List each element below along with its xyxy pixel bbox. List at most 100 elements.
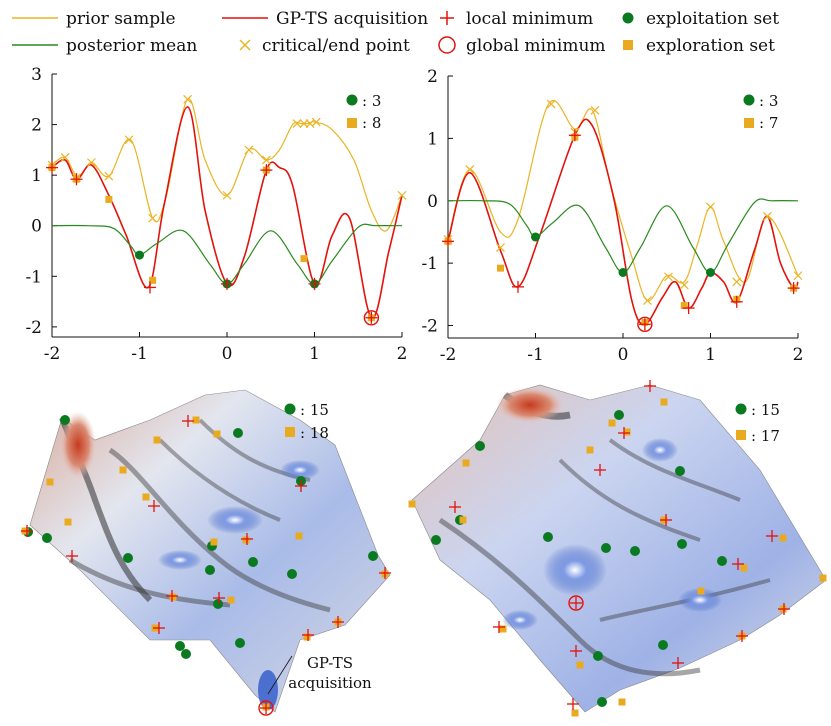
surface-exploration-point — [586, 446, 594, 454]
exploration-count-marker — [285, 427, 295, 437]
surface-exploitation-point — [475, 441, 485, 451]
surface-global-minimum-marker — [568, 595, 584, 611]
local-minimum-marker — [568, 129, 581, 142]
surface-exploration-point — [618, 698, 626, 706]
critical-point-marker — [86, 158, 96, 167]
surface-exploration-point — [242, 536, 250, 544]
surface-local-minimum-marker — [732, 558, 744, 570]
exploration-point — [680, 302, 688, 310]
surface-exploitation-point — [677, 539, 687, 549]
surface-local-minimum-marker — [778, 603, 790, 615]
global-minimum-marker — [363, 310, 380, 326]
circle-marker-icon — [438, 36, 456, 54]
surface-exploration-point — [779, 534, 787, 542]
surface-left-exploration-count: : 18 — [300, 424, 329, 442]
legend: prior sample posterior mean GP-TS acquis… — [12, 9, 779, 56]
posterior-mean-line — [51, 223, 403, 285]
surface-exploitation-point — [675, 466, 685, 476]
surface-exploitation-point — [248, 557, 258, 567]
surface-local-minimum-marker — [295, 480, 307, 492]
surface-exploitation-point — [717, 556, 727, 566]
critical-point-marker — [664, 272, 673, 282]
surface-exploitation-point — [60, 415, 70, 425]
surface-exploration-point — [740, 564, 748, 572]
chart-right-count-legend: : 3 : 7 — [743, 92, 778, 132]
surface-local-minimum-marker — [148, 500, 160, 512]
legend-exploitation-set-label: exploitation set — [646, 9, 779, 29]
surface-exploration-point — [571, 709, 579, 717]
exploitation-count-marker — [743, 94, 755, 106]
surface-exploitation-point — [601, 543, 611, 553]
critical-point-marker — [546, 99, 556, 109]
x-tick-label: -1 — [131, 344, 148, 364]
exploitation-count-marker — [284, 403, 296, 415]
surface-local-minimum-marker — [379, 567, 391, 579]
local-minimum-marker — [260, 164, 273, 177]
surface-exploration-point — [64, 518, 72, 526]
legend-global-minimum: global minimum — [438, 36, 606, 56]
surface-exploration-point — [623, 428, 631, 436]
surface-right-markers — [408, 380, 827, 717]
surface-exploitation-point — [213, 599, 223, 609]
y-tick-label: -2 — [25, 318, 42, 338]
annotation-line1: GP-TS — [307, 654, 353, 672]
surface-exploration-point — [819, 574, 827, 582]
surface-exploration-point — [303, 633, 311, 641]
y-tick-label: 1 — [31, 166, 42, 186]
legend-critical-end-point-label: critical/end point — [262, 36, 410, 56]
exploitation-point — [706, 268, 715, 277]
exploration-point — [497, 264, 504, 272]
exploitation-count-marker — [346, 94, 358, 106]
surface-exploitation-point — [658, 640, 668, 650]
surface-local-minimum-marker — [21, 525, 33, 537]
surface-exploration-point — [46, 478, 54, 486]
surface-local-minimum-marker — [66, 550, 78, 562]
surface-exploitation-point — [181, 649, 191, 659]
surface-plot-right: : 15 : 17 — [408, 380, 827, 717]
surface-local-minimum-marker — [449, 501, 461, 513]
local-minimum-marker — [787, 282, 800, 295]
surface-exploration-point — [119, 466, 127, 474]
critical-point-marker — [124, 135, 134, 145]
critical-point-marker — [679, 280, 689, 290]
surface-exploitation-point — [235, 638, 245, 648]
exploration-count-marker — [744, 118, 754, 128]
local-minimum-marker — [512, 280, 524, 293]
plus-marker-icon — [440, 11, 454, 25]
prior-sample-line — [51, 98, 403, 232]
legend-posterior-mean-label: posterior mean — [66, 36, 197, 56]
y-tick-label: 0 — [31, 217, 42, 237]
surface-local-minimum-marker — [302, 629, 314, 641]
exploration-count-marker — [347, 118, 357, 128]
legend-global-minimum-label: global minimum — [466, 36, 606, 56]
surface-local-minimum-marker — [241, 533, 253, 545]
exploitation-point — [135, 250, 144, 260]
annotation-line2: acquisition — [288, 674, 372, 692]
local-minimum-marker — [682, 302, 695, 315]
surface-local-minimum-marker — [213, 592, 225, 604]
surface-local-minimum-marker — [153, 622, 165, 634]
y-tick-label: 3 — [31, 65, 42, 85]
critical-point-marker — [465, 165, 475, 174]
chart-left-exploration-count: : 8 — [362, 114, 381, 132]
surface-right-exploration-count: : 17 — [751, 427, 780, 445]
surface-exploration-point — [169, 593, 177, 601]
surface-local-minimum-marker — [618, 427, 630, 439]
global-minimum-marker — [637, 316, 653, 332]
surface-exploitation-point — [368, 551, 378, 561]
local-minimum-marker — [46, 161, 58, 174]
legend-exploration-set-label: exploration set — [646, 36, 775, 56]
surface-exploitation-point — [287, 569, 297, 579]
y-tick-label: 2 — [427, 67, 438, 87]
surface-exploitation-point — [123, 553, 133, 563]
legend-prior-sample-label: prior sample — [66, 9, 176, 29]
surface-exploitation-point — [431, 535, 441, 545]
surface-exploitation-point — [543, 532, 553, 542]
legend-posterior-mean: posterior mean — [12, 36, 197, 56]
surface-local-minimum-marker — [567, 698, 579, 710]
critical-point-marker — [261, 155, 271, 165]
surface-exploitation-point — [614, 410, 624, 420]
exploration-point — [300, 255, 308, 263]
exploitation-point — [531, 232, 540, 242]
surface-exploration-point — [142, 493, 150, 501]
